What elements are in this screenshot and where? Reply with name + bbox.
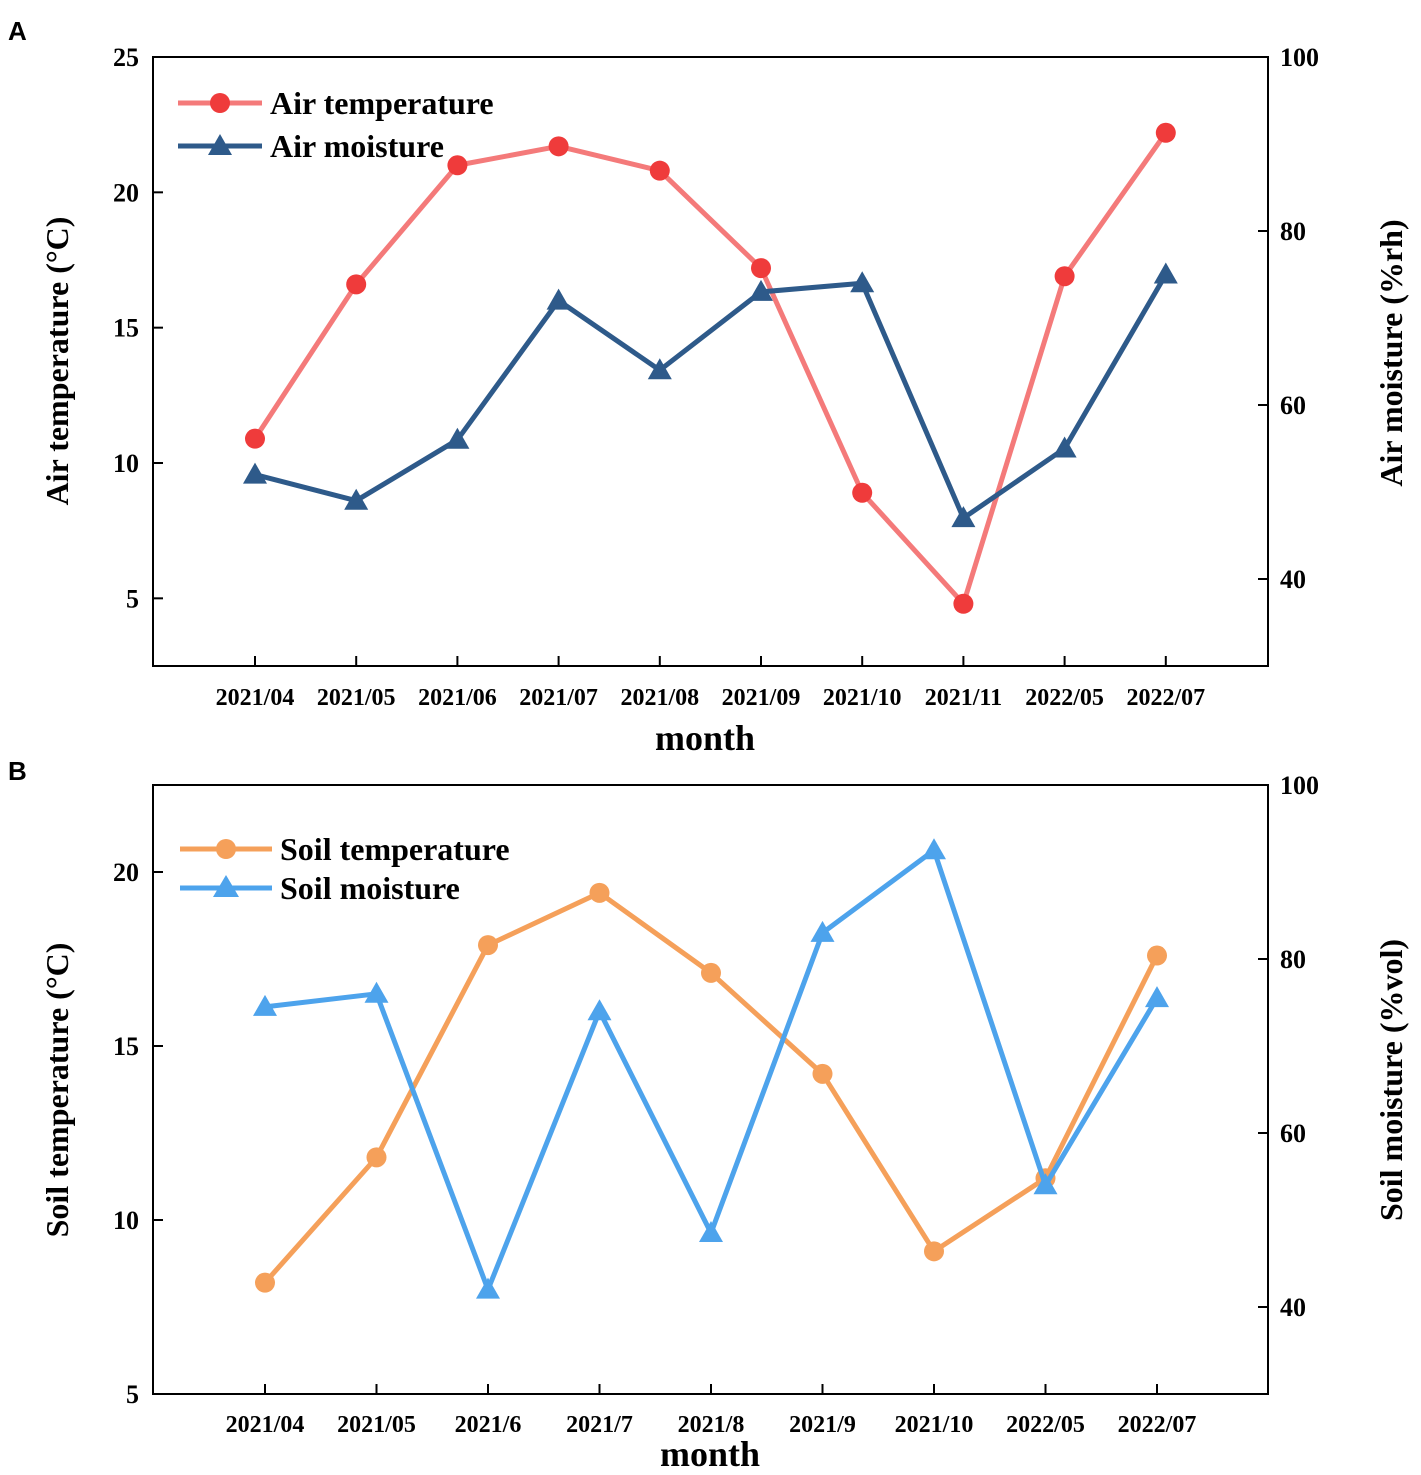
panel-b-soil-moisture-point (253, 994, 277, 1016)
panel-b-x-label: month (660, 1434, 760, 1474)
panel-a-x-tick-label: 2021/11 (925, 685, 1002, 711)
panel-a-y-right-tick-label: 80 (1280, 217, 1306, 246)
panel-a-air-temperature-point (447, 155, 468, 176)
panel-a-air-moisture-point (445, 427, 470, 449)
panel-b: B 5 10 15 20 40 60 80 100 2021/04 2021/05 2021/6… (8, 756, 1409, 1474)
panel-a-air-temperature-point (1054, 266, 1075, 287)
panel-a: A 5 10 15 20 25 40 60 80 100 2021/04 2021/05 2021… (8, 16, 1409, 758)
panel-a-air-moisture-point (1052, 436, 1077, 458)
panel-b-x-tick-label: 2022/07 (1118, 1412, 1197, 1438)
panel-b-legend: Soil temperature Soil moisture (180, 831, 510, 906)
panel-b-x-tick-label: 2021/05 (337, 1412, 416, 1438)
panel-b-soil-temperature-point (366, 1147, 387, 1168)
panel-a-air-moisture-point (1153, 262, 1178, 284)
panel-a-air-temperature-point (346, 274, 367, 295)
panel-b-soil-moisture-point (810, 920, 835, 942)
panel-a-air-moisture-point (647, 358, 672, 380)
panel-a-x-tick-label: 2021/08 (620, 685, 699, 711)
panel-b-x-tick-label: 2021/7 (566, 1412, 633, 1438)
panel-b-y-left-tick-label: 10 (113, 1206, 139, 1235)
panel-b-letter: B (8, 756, 27, 786)
panel-b-y-right-tick-label: 80 (1280, 945, 1306, 974)
panel-a-air-temperature-point (649, 160, 670, 181)
panel-a-air-temperature-point (1155, 122, 1176, 143)
panel-b-y-left-tick-label: 15 (113, 1032, 139, 1061)
panel-a-letter: A (8, 16, 27, 46)
panel-b-soil-moisture-point (587, 999, 612, 1021)
legend-air-moisture-marker (208, 134, 232, 155)
panel-a-y-left-tick-label: 20 (113, 178, 139, 207)
panel-b-x-tick-label: 2021/6 (455, 1412, 522, 1438)
panel-a-air-moisture-point (243, 462, 267, 484)
panel-b-soil-temperature-point (1147, 945, 1167, 966)
panel-b-soil-moisture-point (699, 1221, 723, 1243)
panel-a-air-moisture-point (546, 288, 571, 310)
panel-a-y-right-tick-label: 40 (1280, 565, 1306, 594)
legend-soil-moisture-marker (213, 875, 239, 897)
panel-b-soil-temperature-point (701, 962, 721, 983)
legend-soil-temperature-label: Soil temperature (280, 831, 510, 867)
panel-b-soil-moisture-point (1145, 986, 1169, 1008)
panel-a-air-temperature-point (751, 258, 771, 279)
panel-b-soil-moisture-point (922, 838, 946, 860)
panel-a-y-left-tick-label: 15 (113, 314, 139, 343)
panel-a-x-tick-label: 2021/06 (418, 685, 497, 711)
panel-b-y-left-label: Soil temperature (°C) (39, 943, 75, 1238)
panel-a-x-label: month (655, 718, 755, 758)
panel-a-air-moisture-line (254, 273, 1168, 521)
panel-a-air-temperature-point (548, 136, 569, 157)
panel-a-x-tick-label: 2021/07 (519, 685, 598, 711)
legend-soil-temperature-marker (216, 839, 236, 859)
legend-soil-moisture-label: Soil moisture (280, 870, 460, 906)
panel-b-soil-temperature-point (924, 1241, 944, 1262)
panel-b-y-right-tick-label: 60 (1280, 1119, 1306, 1148)
panel-b-x-tick-label: 2021/9 (789, 1412, 856, 1438)
panel-b-soil-temperature-point (478, 935, 498, 956)
panel-b-x-tick-label: 2021/10 (895, 1412, 974, 1438)
panel-a-air-temperature-point (953, 593, 974, 614)
panel-b-soil-moisture-point (1033, 1173, 1058, 1195)
panel-b-soil-temperature-point (589, 882, 610, 903)
panel-a-y-right-tick-label: 60 (1280, 391, 1306, 420)
panel-b-y-right-label: Soil moisture (%vol) (1373, 939, 1409, 1221)
panel-a-x-tick-label: 2021/04 (216, 685, 295, 711)
panel-a-y-right-label: Air moisture (%rh) (1373, 219, 1409, 486)
panel-b-x-tick-label: 2021/04 (226, 1412, 305, 1438)
panel-b-y-right-tick-label: 100 (1280, 771, 1319, 800)
legend-air-temperature-marker (210, 93, 230, 113)
panel-a-y-right-tick-label: 100 (1280, 43, 1319, 72)
panel-a-x-tick-label: 2021/10 (823, 685, 902, 711)
panel-b-soil-moisture-point (364, 981, 389, 1003)
panel-b-y-right-tick-label: 40 (1280, 1293, 1306, 1322)
panel-a-y-left-tick-label: 25 (113, 43, 139, 72)
panel-b-soil-temperature-point (255, 1272, 275, 1293)
panel-a-plot-frame (152, 56, 1269, 667)
panel-a-air-moisture-point (951, 506, 976, 528)
panel-b-soil-moisture-point (476, 1277, 500, 1299)
panel-b-x-tick-label: 2021/8 (678, 1412, 745, 1438)
panel-b-y-left-tick-label: 20 (113, 858, 139, 887)
panel-a-air-temperature-point (245, 428, 265, 449)
panel-a-y-left-tick-label: 5 (126, 584, 139, 613)
panel-a-y-left-label: Air temperature (°C) (39, 217, 75, 506)
panel-a-x-tick-label: 2021/05 (317, 685, 396, 711)
panel-a-legend: Air temperature Air moisture (178, 85, 494, 164)
legend-air-temperature-label: Air temperature (270, 85, 494, 121)
panel-b-y-left-tick-label: 5 (126, 1380, 139, 1409)
panel-a-x-tick-label: 2022/05 (1025, 685, 1104, 711)
panel-a-y-left-tick-label: 10 (113, 449, 139, 478)
panel-a-air-temperature-point (852, 482, 873, 503)
panel-a-air-moisture-point (344, 488, 369, 510)
panel-b-x-tick-label: 2022/05 (1006, 1412, 1085, 1438)
panel-a-air-moisture-point (850, 271, 875, 293)
legend-air-moisture-label: Air moisture (270, 128, 444, 164)
panel-b-soil-temperature-point (812, 1063, 833, 1084)
panel-a-x-tick-label: 2022/07 (1126, 685, 1205, 711)
panel-a-air-moisture-point (749, 279, 773, 301)
panel-a-x-tick-label: 2021/09 (722, 685, 801, 711)
panel-a-air-temperature-line (252, 131, 1168, 607)
